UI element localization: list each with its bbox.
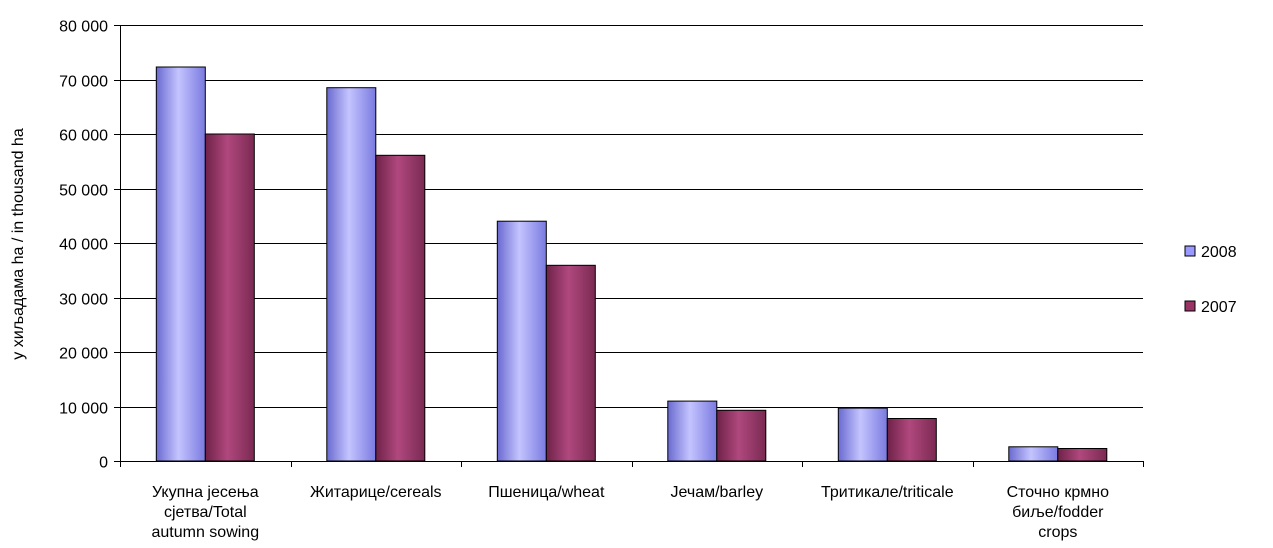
bar-2007-5 (1057, 448, 1108, 462)
bars-group (155, 66, 1108, 462)
y-tick-label: 0 (99, 455, 108, 472)
y-tick-labels: 0 10 000 20 000 30 000 40 000 50 000 60 000 70 … (59, 19, 108, 472)
y-tick-label: 50 000 (59, 183, 108, 200)
axes (114, 25, 1144, 467)
category-label: Јечам/barley (670, 484, 763, 501)
bar-2008-1 (326, 87, 377, 462)
bar-2007-0 (204, 133, 255, 462)
category-label: Пшеница/wheat (488, 484, 605, 501)
gridlines (120, 25, 1143, 408)
legend: 2008 2007 (1184, 244, 1237, 316)
bar-2008-5 (1008, 446, 1059, 462)
category-labels: Укупна јесења сјетва/Total autumn sowing Жи… (151, 484, 1109, 541)
bar-2007-4 (886, 418, 937, 462)
bar-2008-2 (496, 220, 547, 462)
bar-2007-1 (375, 154, 426, 462)
y-axis-title: у хиљадама ha / in thousand ha (10, 128, 27, 360)
legend-label-2007: 2007 (1201, 299, 1237, 316)
bar-2007-2 (545, 264, 596, 462)
legend-swatch-2008 (1184, 245, 1196, 257)
y-tick-label: 20 000 (59, 346, 108, 363)
y-tick-label: 80 000 (59, 19, 108, 36)
y-tick-label: 60 000 (59, 128, 108, 145)
legend-label-2008: 2008 (1201, 244, 1237, 261)
y-tick-label: 70 000 (59, 74, 108, 91)
bar-2007-3 (716, 409, 767, 462)
category-label: Житарице/cereals (310, 484, 442, 501)
category-label: Тритикале/triticale (821, 484, 954, 501)
legend-swatch-2007 (1184, 300, 1196, 312)
category-label: Укупна јесења сјетва/Total autumn sowing (151, 484, 259, 541)
category-label: Сточно крмно биље/fodder crops (1007, 484, 1110, 541)
y-tick-label: 10 000 (59, 401, 108, 418)
y-tick-label: 30 000 (59, 292, 108, 309)
bar-2008-3 (667, 400, 718, 462)
bar-2008-4 (837, 407, 888, 462)
y-tick-label: 40 000 (59, 237, 108, 254)
bar-2008-0 (155, 66, 206, 462)
